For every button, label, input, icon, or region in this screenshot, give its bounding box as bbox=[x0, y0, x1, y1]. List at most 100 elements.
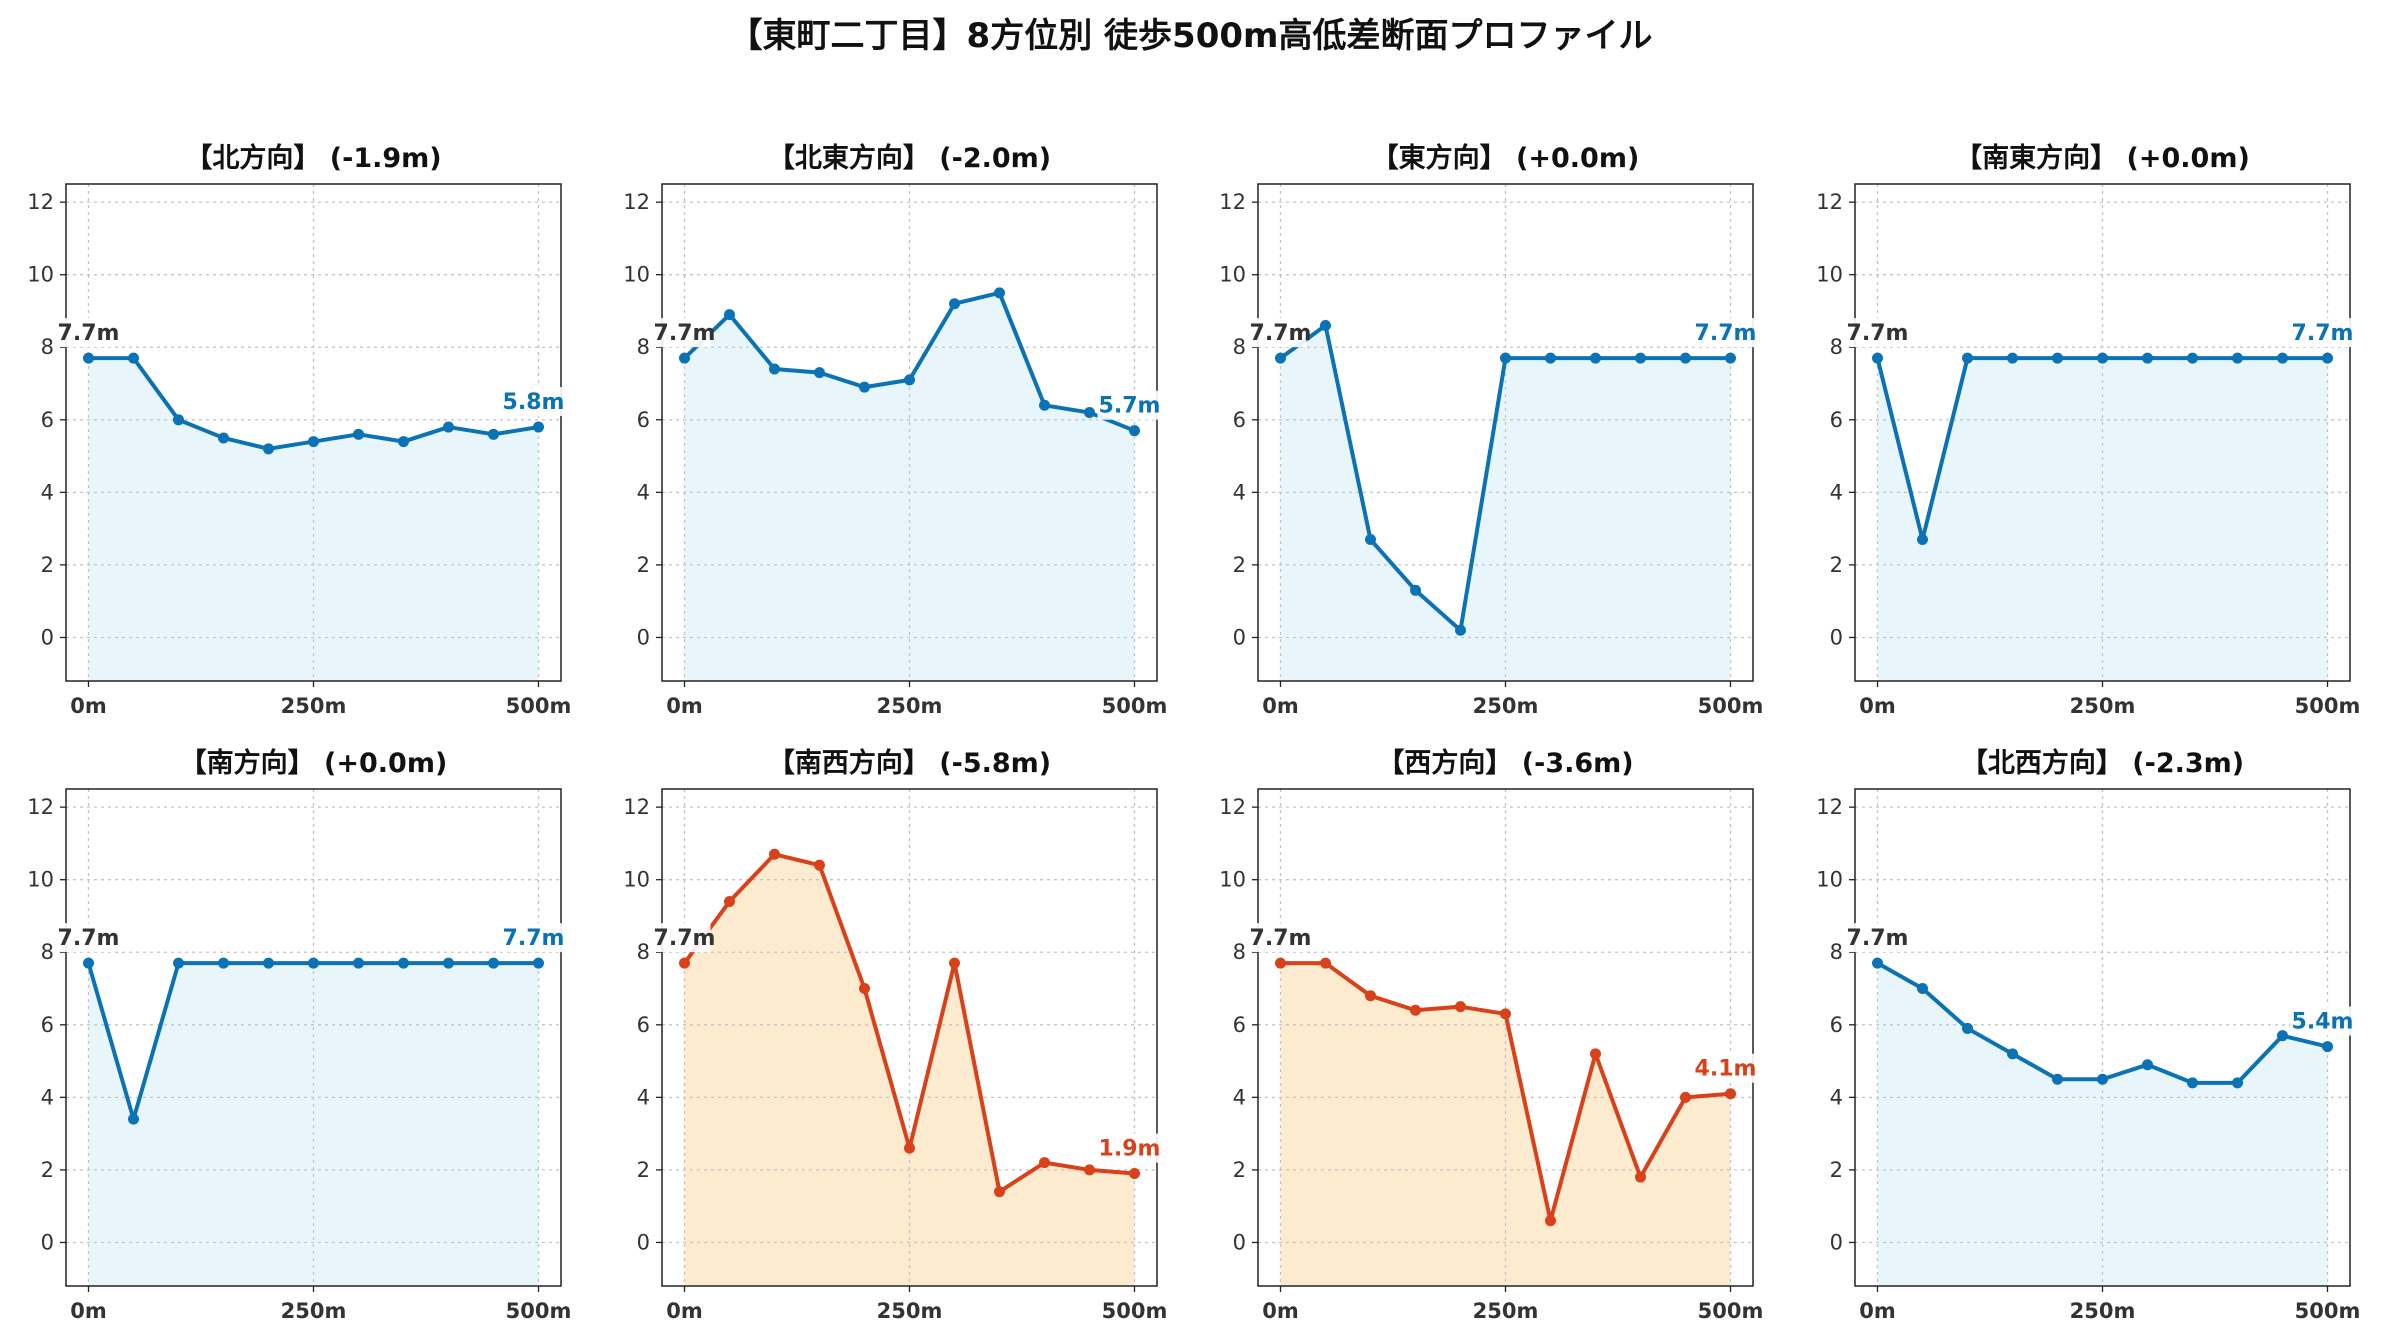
y-tick-label: 0 bbox=[41, 625, 54, 649]
data-point bbox=[1872, 352, 1883, 364]
plot-frame bbox=[65, 788, 562, 1287]
data-point bbox=[1635, 1171, 1646, 1183]
subplot-title: 【南西方向】 (-5.8m) bbox=[768, 747, 1051, 779]
start-value-label: 7.7m bbox=[1250, 321, 1312, 346]
data-point bbox=[994, 1186, 1005, 1198]
subplot-title: 【北方向】 (-1.9m) bbox=[185, 142, 441, 174]
data-point bbox=[1365, 990, 1376, 1002]
data-point bbox=[263, 957, 274, 969]
y-tick-label: 6 bbox=[41, 1013, 54, 1037]
y-tick-label: 0 bbox=[1233, 625, 1246, 649]
start-value-label: 7.7m bbox=[58, 321, 120, 346]
data-point bbox=[2097, 1073, 2108, 1085]
area-fill bbox=[1280, 325, 1731, 681]
plot-frame bbox=[1854, 183, 2351, 682]
subplot-0: 【北方向】 (-1.9m) 0 2 4 6 8 10 12 0m 250m 500m 7.7m 5.8m bbox=[27, 142, 571, 718]
y-tick-label: 10 bbox=[1816, 868, 1843, 892]
end-value-label: 7.7m bbox=[2292, 321, 2354, 346]
end-label-bg bbox=[501, 923, 566, 953]
subplot-title: 【南東方向】 (+0.0m) bbox=[1955, 142, 2250, 174]
x-tick-label: 500m bbox=[1698, 1299, 1764, 1323]
x-tick-label: 250m bbox=[281, 694, 347, 718]
data-point bbox=[1039, 1157, 1050, 1169]
y-tick-label: 4 bbox=[637, 480, 650, 504]
data-point bbox=[1545, 352, 1556, 364]
data-point bbox=[1962, 1022, 1973, 1034]
y-tick-label: 12 bbox=[623, 795, 650, 819]
data-point bbox=[1084, 407, 1095, 419]
data-point bbox=[83, 352, 94, 364]
data-point bbox=[1365, 534, 1376, 546]
area-fill bbox=[1877, 963, 2328, 1286]
start-label-bg bbox=[1841, 318, 1904, 348]
end-label-bg bbox=[1693, 1053, 1758, 1083]
data-point bbox=[724, 309, 735, 321]
area-fill bbox=[1280, 963, 1731, 1286]
subplot-title: 【南方向】 (+0.0m) bbox=[180, 747, 448, 779]
start-label-bg bbox=[1244, 923, 1307, 953]
start-value-label: 7.7m bbox=[58, 926, 120, 951]
x-tick-label: 500m bbox=[506, 694, 572, 718]
data-point bbox=[173, 414, 184, 426]
y-tick-label: 0 bbox=[41, 1230, 54, 1254]
y-tick-label: 2 bbox=[1830, 553, 1843, 577]
y-tick-label: 0 bbox=[1830, 1230, 1843, 1254]
start-value-label: 7.7m bbox=[1847, 926, 1909, 951]
data-point bbox=[2322, 352, 2333, 364]
subplot-title: 【北東方向】 (-2.0m) bbox=[768, 142, 1051, 174]
start-value-label: 7.7m bbox=[654, 321, 716, 346]
x-tick-label: 500m bbox=[1698, 694, 1764, 718]
data-point bbox=[128, 352, 139, 364]
end-value-label: 4.1m bbox=[1695, 1057, 1757, 1082]
x-tick-label: 0m bbox=[70, 1299, 107, 1323]
data-point bbox=[769, 848, 780, 860]
end-label-bg bbox=[1097, 1133, 1162, 1163]
x-tick-label: 0m bbox=[1262, 1299, 1299, 1323]
data-point bbox=[218, 432, 229, 444]
data-point bbox=[398, 957, 409, 969]
y-tick-label: 8 bbox=[1233, 940, 1246, 964]
x-tick-label: 0m bbox=[1859, 694, 1896, 718]
data-point bbox=[1275, 352, 1286, 364]
data-point bbox=[1590, 352, 1601, 364]
data-point bbox=[1455, 624, 1466, 636]
data-point bbox=[1545, 1215, 1556, 1227]
data-point bbox=[2187, 352, 2198, 364]
data-point bbox=[859, 381, 870, 393]
data-point bbox=[904, 1142, 915, 1154]
y-tick-label: 12 bbox=[1816, 190, 1843, 214]
data-point bbox=[814, 859, 825, 871]
data-point bbox=[353, 957, 364, 969]
data-point bbox=[2142, 1059, 2153, 1071]
data-point bbox=[1635, 352, 1646, 364]
y-tick-label: 6 bbox=[637, 408, 650, 432]
y-tick-label: 10 bbox=[27, 263, 54, 287]
y-tick-label: 0 bbox=[637, 625, 650, 649]
plot-frame bbox=[1257, 788, 1754, 1287]
end-value-label: 7.7m bbox=[1695, 321, 1757, 346]
y-tick-label: 12 bbox=[1219, 190, 1246, 214]
y-tick-label: 12 bbox=[1816, 795, 1843, 819]
x-tick-label: 0m bbox=[1859, 1299, 1896, 1323]
y-tick-label: 2 bbox=[41, 553, 54, 577]
area-fill bbox=[88, 963, 539, 1286]
x-tick-label: 250m bbox=[1473, 1299, 1539, 1323]
data-point bbox=[1320, 957, 1331, 969]
start-label-bg bbox=[52, 318, 115, 348]
y-tick-label: 8 bbox=[41, 940, 54, 964]
y-tick-label: 2 bbox=[1233, 1158, 1246, 1182]
data-point bbox=[769, 363, 780, 375]
data-point bbox=[2007, 352, 2018, 364]
subplot-6: 【西方向】 (-3.6m) 0 2 4 6 8 10 12 0m 250m 500m 7.7m 4.1m bbox=[1219, 747, 1763, 1323]
start-label-bg bbox=[52, 923, 115, 953]
y-tick-label: 10 bbox=[1816, 263, 1843, 287]
x-tick-label: 0m bbox=[70, 694, 107, 718]
data-point bbox=[1129, 1168, 1140, 1180]
plot-frame bbox=[1854, 788, 2351, 1287]
data-point bbox=[724, 895, 735, 907]
x-tick-label: 250m bbox=[877, 1299, 943, 1323]
end-label-bg bbox=[2290, 318, 2355, 348]
y-tick-label: 10 bbox=[623, 263, 650, 287]
start-label-bg bbox=[1841, 923, 1904, 953]
y-tick-label: 8 bbox=[637, 335, 650, 359]
